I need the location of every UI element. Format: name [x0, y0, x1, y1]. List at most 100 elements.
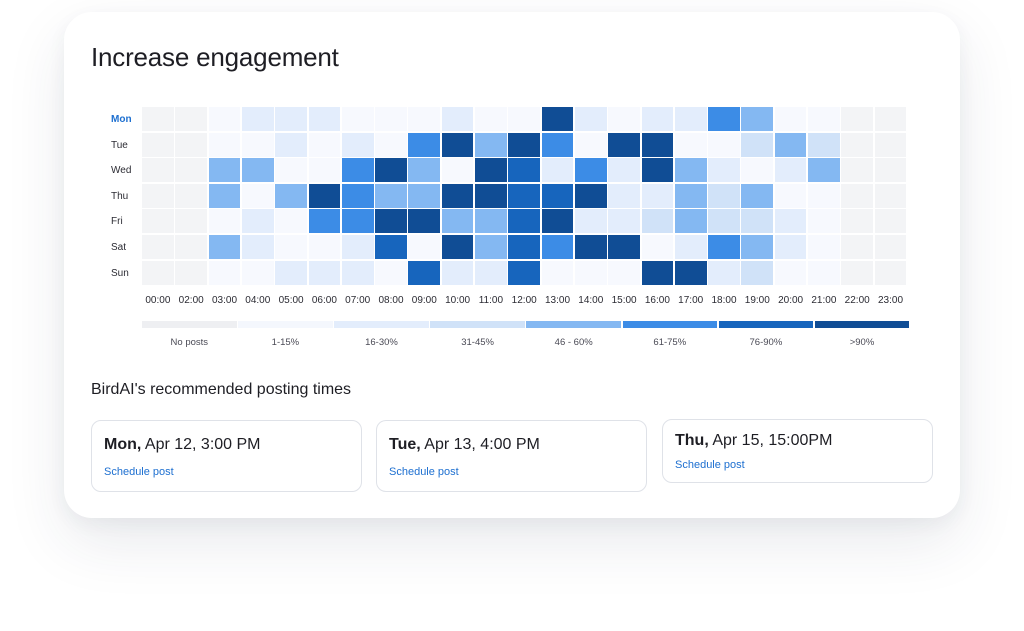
- heatmap-cell[interactable]: [708, 209, 740, 234]
- heatmap-cell[interactable]: [375, 132, 407, 157]
- heatmap-cell[interactable]: [275, 132, 307, 157]
- heatmap-cell[interactable]: [408, 132, 441, 157]
- heatmap-cell[interactable]: [175, 107, 208, 132]
- heatmap-cell[interactable]: [241, 209, 274, 234]
- heatmap-cell[interactable]: [408, 158, 441, 183]
- heatmap-cell[interactable]: [208, 107, 241, 132]
- heatmap-cell[interactable]: [408, 183, 441, 208]
- heatmap-cell[interactable]: [841, 260, 874, 285]
- heatmap-cell[interactable]: [208, 183, 241, 208]
- heatmap-cell[interactable]: [841, 209, 874, 234]
- schedule-post-link[interactable]: Schedule post: [389, 466, 459, 478]
- heatmap-cell[interactable]: [808, 183, 840, 208]
- heatmap-cell[interactable]: [241, 235, 274, 260]
- heatmap-cell[interactable]: [741, 260, 774, 285]
- heatmap-cell[interactable]: [208, 209, 241, 234]
- heatmap-cell[interactable]: [874, 107, 907, 132]
- heatmap-cell[interactable]: [741, 235, 774, 260]
- heatmap-cell[interactable]: [541, 235, 574, 260]
- heatmap-cell[interactable]: [308, 260, 341, 285]
- heatmap-cell[interactable]: [408, 235, 441, 260]
- heatmap-cell[interactable]: [475, 107, 507, 132]
- heatmap-cell[interactable]: [175, 183, 208, 208]
- heatmap-cell[interactable]: [142, 158, 174, 183]
- heatmap-cell[interactable]: [841, 132, 874, 157]
- heatmap-cell[interactable]: [708, 107, 740, 132]
- heatmap-cell[interactable]: [142, 183, 174, 208]
- heatmap-cell[interactable]: [808, 158, 840, 183]
- heatmap-cell[interactable]: [508, 107, 541, 132]
- heatmap-cell[interactable]: [142, 209, 174, 234]
- heatmap-cell[interactable]: [541, 209, 574, 234]
- heatmap-cell[interactable]: [841, 235, 874, 260]
- schedule-post-link[interactable]: Schedule post: [104, 466, 174, 478]
- heatmap-cell[interactable]: [641, 260, 674, 285]
- heatmap-cell[interactable]: [308, 107, 341, 132]
- heatmap-cell[interactable]: [641, 107, 674, 132]
- heatmap-cell[interactable]: [774, 183, 807, 208]
- heatmap-cell[interactable]: [874, 235, 907, 260]
- heatmap-cell[interactable]: [142, 235, 174, 260]
- heatmap-cell[interactable]: [241, 260, 274, 285]
- heatmap-cell[interactable]: [208, 235, 241, 260]
- heatmap-cell[interactable]: [308, 158, 341, 183]
- heatmap-cell[interactable]: [641, 158, 674, 183]
- heatmap-cell[interactable]: [608, 235, 640, 260]
- heatmap-cell[interactable]: [341, 183, 374, 208]
- heatmap-cell[interactable]: [674, 183, 707, 208]
- heatmap-cell[interactable]: [608, 107, 640, 132]
- heatmap-cell[interactable]: [508, 209, 541, 234]
- heatmap-cell[interactable]: [408, 209, 441, 234]
- heatmap-cell[interactable]: [308, 132, 341, 157]
- heatmap-cell[interactable]: [674, 260, 707, 285]
- heatmap-cell[interactable]: [641, 183, 674, 208]
- heatmap-cell[interactable]: [774, 235, 807, 260]
- heatmap-cell[interactable]: [874, 158, 907, 183]
- heatmap-cell[interactable]: [541, 132, 574, 157]
- heatmap-cell[interactable]: [574, 209, 607, 234]
- heatmap-cell[interactable]: [241, 158, 274, 183]
- heatmap-cell[interactable]: [808, 107, 840, 132]
- heatmap-cell[interactable]: [608, 209, 640, 234]
- heatmap-cell[interactable]: [508, 132, 541, 157]
- heatmap-cell[interactable]: [341, 158, 374, 183]
- heatmap-cell[interactable]: [874, 132, 907, 157]
- heatmap-cell[interactable]: [608, 158, 640, 183]
- heatmap-cell[interactable]: [574, 235, 607, 260]
- heatmap-cell[interactable]: [508, 183, 541, 208]
- heatmap-cell[interactable]: [241, 107, 274, 132]
- heatmap-cell[interactable]: [808, 235, 840, 260]
- heatmap-cell[interactable]: [475, 132, 507, 157]
- heatmap-cell[interactable]: [441, 209, 474, 234]
- heatmap-cell[interactable]: [741, 183, 774, 208]
- heatmap-cell[interactable]: [808, 260, 840, 285]
- heatmap-cell[interactable]: [341, 132, 374, 157]
- heatmap-cell[interactable]: [241, 183, 274, 208]
- heatmap-cell[interactable]: [741, 158, 774, 183]
- heatmap-cell[interactable]: [708, 260, 740, 285]
- heatmap-cell[interactable]: [774, 107, 807, 132]
- heatmap-cell[interactable]: [142, 107, 174, 132]
- heatmap-cell[interactable]: [608, 260, 640, 285]
- heatmap-cell[interactable]: [641, 132, 674, 157]
- heatmap-cell[interactable]: [508, 235, 541, 260]
- heatmap-cell[interactable]: [708, 132, 740, 157]
- heatmap-cell[interactable]: [774, 132, 807, 157]
- heatmap-cell[interactable]: [808, 132, 840, 157]
- heatmap-cell[interactable]: [375, 183, 407, 208]
- heatmap-cell[interactable]: [541, 183, 574, 208]
- heatmap-cell[interactable]: [541, 107, 574, 132]
- heatmap-cell[interactable]: [408, 260, 441, 285]
- heatmap-cell[interactable]: [441, 235, 474, 260]
- heatmap-cell[interactable]: [774, 158, 807, 183]
- heatmap-cell[interactable]: [508, 260, 541, 285]
- heatmap-cell[interactable]: [541, 260, 574, 285]
- heatmap-cell[interactable]: [375, 260, 407, 285]
- heatmap-cell[interactable]: [308, 235, 341, 260]
- heatmap-cell[interactable]: [142, 132, 174, 157]
- heatmap-cell[interactable]: [375, 158, 407, 183]
- heatmap-cell[interactable]: [441, 107, 474, 132]
- heatmap-cell[interactable]: [341, 107, 374, 132]
- heatmap-cell[interactable]: [574, 183, 607, 208]
- heatmap-cell[interactable]: [708, 183, 740, 208]
